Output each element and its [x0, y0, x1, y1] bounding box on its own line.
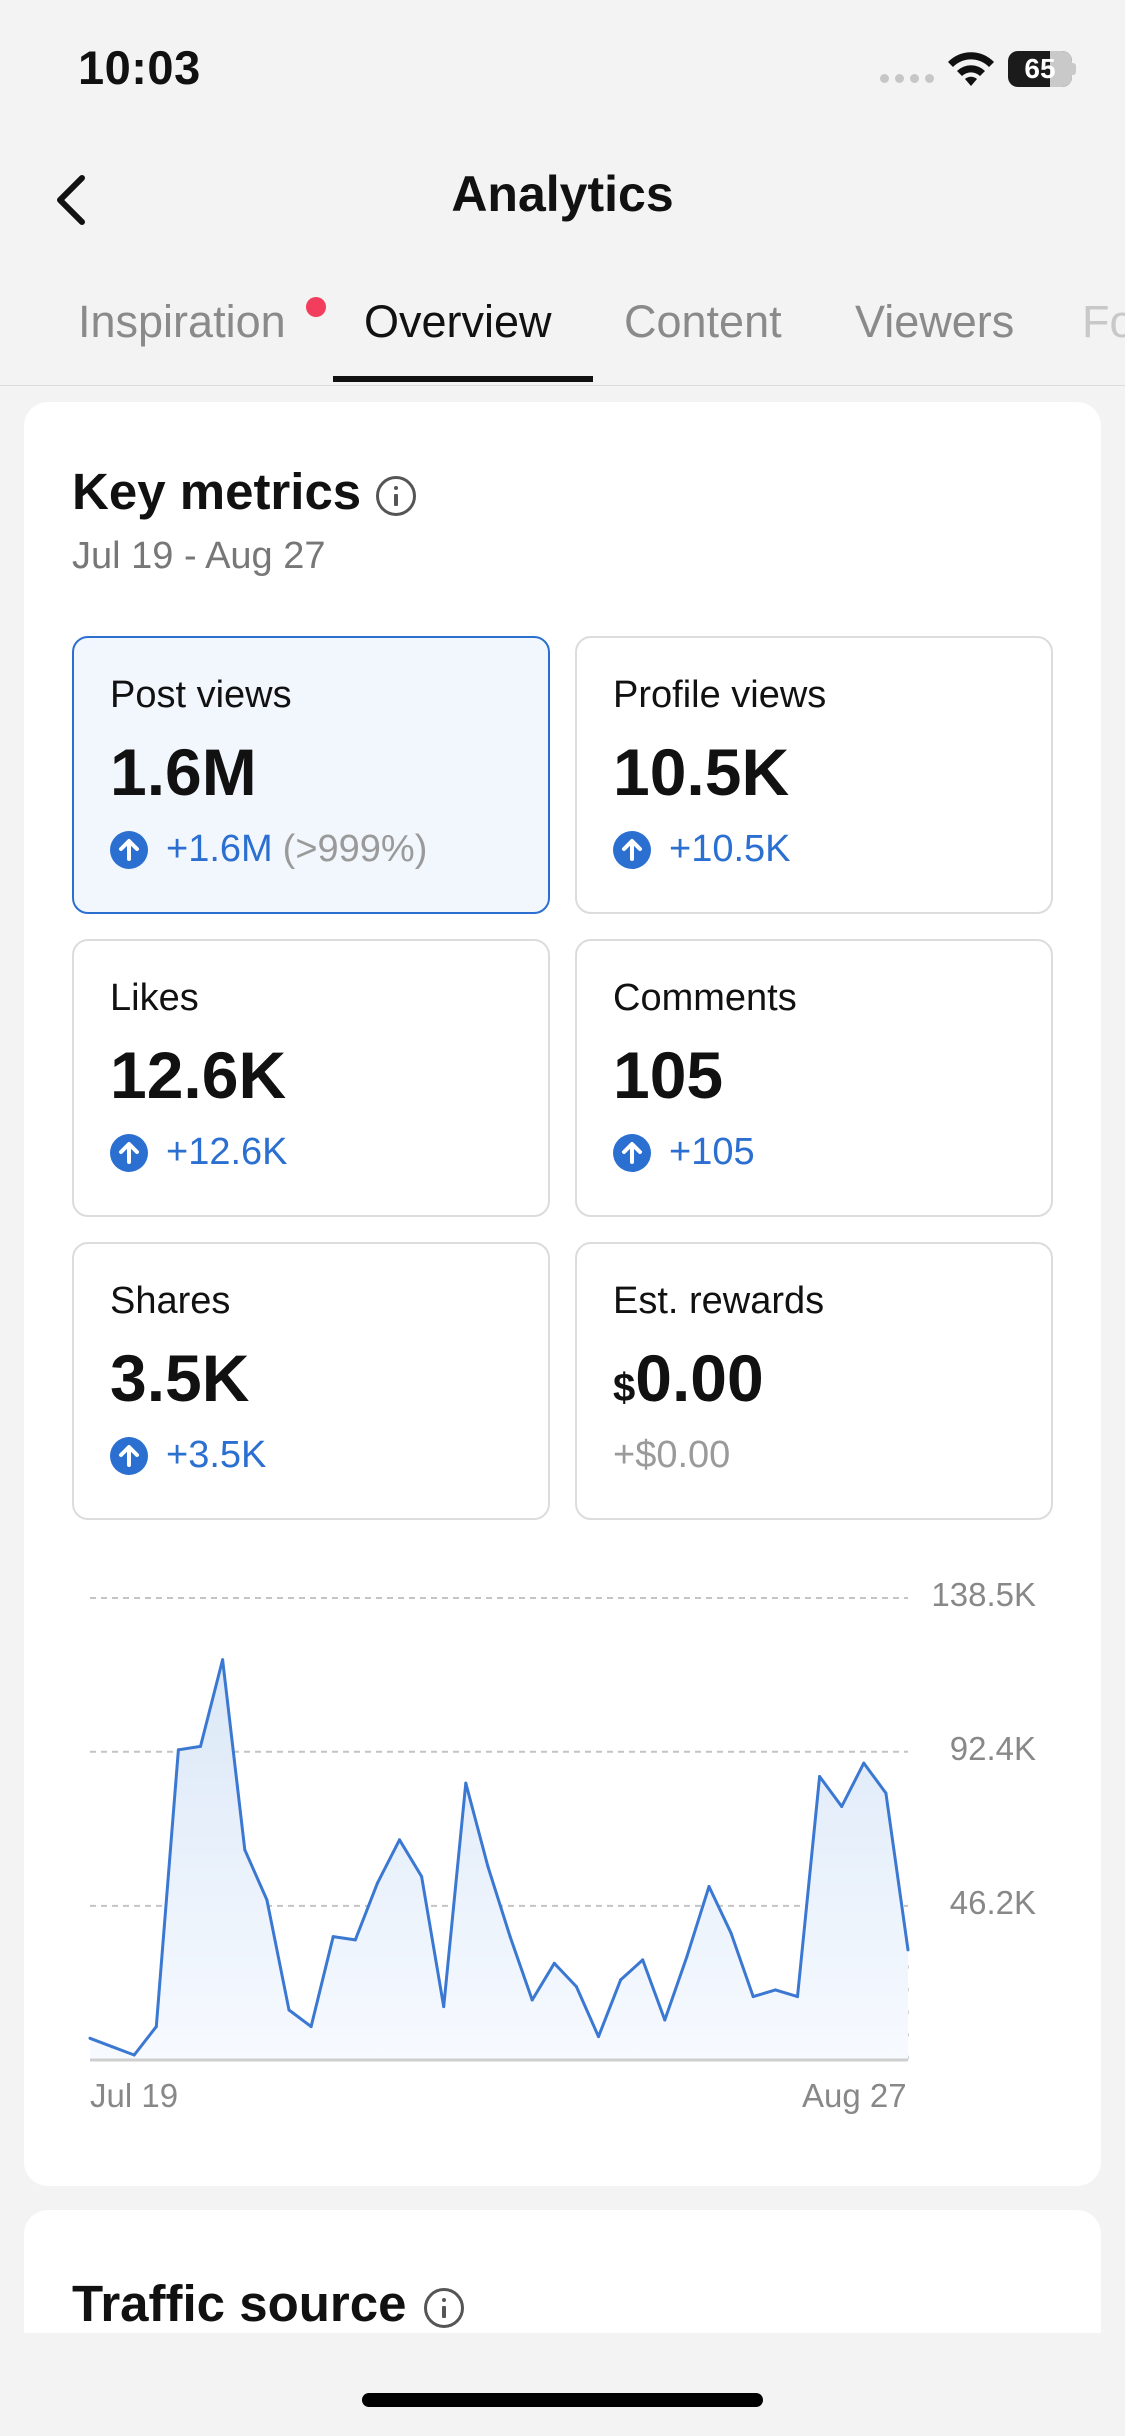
- metric-change-value: +3.5K: [166, 1434, 267, 1476]
- metric-value: 3.5K: [110, 1341, 250, 1415]
- metric-change: +1.6M (>999%): [110, 828, 427, 871]
- arrow-up-icon: [613, 1133, 651, 1172]
- tab-overview[interactable]: Overview: [364, 296, 552, 347]
- metric-change: +3.5K: [110, 1434, 266, 1477]
- metric-change-value: +$0.00: [613, 1434, 731, 1476]
- tab-viewers[interactable]: Viewers: [855, 296, 1015, 347]
- x-axis-start-label: Jul 19: [90, 2077, 179, 2114]
- arrow-up-icon: [613, 830, 651, 869]
- metric-label: Post views: [110, 674, 292, 716]
- key-metrics-title: Key metrics: [72, 463, 362, 520]
- y-axis-tick-label: 46.2K: [949, 1883, 1036, 1921]
- tab-followers[interactable]: Fo: [1082, 296, 1125, 347]
- metric-value: 105: [613, 1038, 724, 1112]
- metric-likes[interactable]: Likes 12.6K +12.6K: [72, 939, 550, 1217]
- arrow-up-icon: [110, 1133, 148, 1172]
- tab-inspiration[interactable]: Inspiration: [78, 296, 286, 347]
- metric-label: Est. rewards: [613, 1280, 825, 1322]
- status-bar: 10:03 65: [0, 0, 1125, 140]
- metric-label: Shares: [110, 1280, 231, 1322]
- metric-change-value: +12.6K: [166, 1131, 288, 1173]
- metric-value: 12.6K: [110, 1038, 287, 1112]
- wifi-icon: [948, 52, 994, 86]
- metric-change: +12.6K: [110, 1131, 288, 1174]
- metric-value: $0.00: [613, 1340, 764, 1416]
- metric-profile-views[interactable]: Profile views 10.5K +10.5K: [575, 636, 1053, 914]
- traffic-source-title: Traffic source: [72, 2275, 407, 2332]
- date-range: Jul 19 - Aug 27: [72, 535, 326, 577]
- battery-level: 65: [1024, 53, 1056, 84]
- y-axis-tick-label: 92.4K: [949, 1729, 1036, 1767]
- bottom-safe-area: [0, 2333, 1125, 2436]
- x-axis-end-label: Aug 27: [802, 2077, 907, 2114]
- arrow-up-icon: [110, 830, 148, 869]
- notification-dot: [306, 297, 326, 317]
- metric-change: +10.5K: [613, 828, 791, 871]
- metric-change-percent: (>999%): [282, 828, 428, 870]
- metric-change: +$0.00: [613, 1434, 730, 1477]
- metric-label: Likes: [110, 977, 199, 1019]
- tab-content[interactable]: Content: [624, 296, 782, 347]
- active-tab-indicator: [333, 376, 593, 382]
- info-icon[interactable]: [424, 2288, 464, 2328]
- back-button[interactable]: [40, 160, 100, 240]
- status-time: 10:03: [78, 41, 201, 94]
- home-indicator: [362, 2393, 763, 2407]
- battery-icon: 65: [1008, 51, 1076, 87]
- metric-value: 10.5K: [613, 735, 790, 809]
- metric-label: Profile views: [613, 674, 827, 716]
- metric-change-value: +1.6M: [166, 828, 273, 870]
- metric-change: +105: [613, 1131, 755, 1174]
- metric-label: Comments: [613, 977, 797, 1019]
- metric-est-rewards[interactable]: Est. rewards $0.00 +$0.00: [575, 1242, 1053, 1520]
- arrow-up-icon: [110, 1436, 148, 1475]
- tab-bar: Inspiration Overview Content Viewers Fo: [0, 282, 1125, 386]
- currency-symbol: $: [613, 1366, 636, 1410]
- chevron-left-icon: [57, 175, 85, 225]
- metric-value-amount: 0.00: [635, 1341, 764, 1415]
- metric-post-views[interactable]: Post views 1.6M +1.6M (>999%): [72, 636, 550, 914]
- page-title: Analytics: [451, 166, 674, 222]
- cellular-signal-icon: [880, 74, 934, 83]
- info-icon[interactable]: [376, 476, 416, 516]
- metric-shares[interactable]: Shares 3.5K +3.5K: [72, 1242, 550, 1520]
- y-axis-tick-label: 138.5K: [931, 1576, 1036, 1613]
- metric-comments[interactable]: Comments 105 +105: [575, 939, 1053, 1217]
- metric-change-value: +105: [669, 1131, 755, 1173]
- metric-change-value: +10.5K: [669, 828, 791, 870]
- metric-value: 1.6M: [110, 735, 257, 809]
